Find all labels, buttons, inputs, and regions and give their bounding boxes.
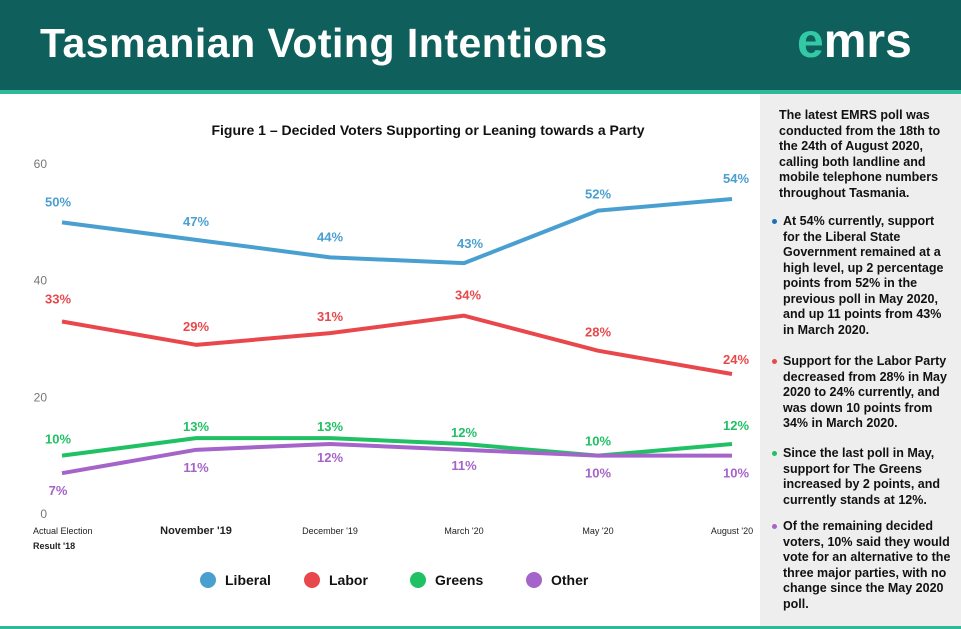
greens-commentary: Since the last poll in May, support for … [772, 446, 954, 508]
x-tick-label: Result '18 [33, 541, 75, 551]
y-tick-label: 0 [40, 507, 47, 521]
data-label: 13% [317, 419, 343, 434]
chart-panel [0, 94, 758, 629]
data-label: 28% [585, 325, 611, 340]
data-label: 11% [183, 460, 209, 475]
bullet-dot [772, 219, 777, 224]
bullet-text: Support for the Labor Party decreased fr… [783, 354, 947, 430]
bullet-dot [772, 451, 777, 456]
y-tick-label: 60 [34, 157, 48, 171]
data-label: 44% [317, 229, 343, 244]
data-label: 10% [585, 434, 611, 449]
data-label: 12% [317, 450, 343, 465]
header-bar [0, 0, 961, 90]
liberal-commentary: At 54% currently, support for the Libera… [772, 214, 954, 338]
legend-label: Greens [435, 572, 483, 588]
data-label: 43% [457, 236, 483, 251]
data-label: 12% [451, 425, 477, 440]
legend-label: Other [551, 572, 589, 588]
commentary-panel: The latest EMRS poll was conducted from … [760, 94, 961, 629]
page-title: Tasmanian Voting Intentions [40, 20, 608, 66]
x-tick-label: August '20 [711, 526, 753, 536]
bullet-text: At 54% currently, support for the Libera… [783, 214, 944, 337]
data-label: 54% [723, 171, 749, 186]
x-tick-label: November '19 [160, 525, 232, 537]
data-label: 11% [451, 458, 477, 473]
x-tick-label: May '20 [582, 526, 613, 536]
legend-label: Liberal [225, 572, 271, 588]
x-tick-label: December '19 [302, 526, 358, 536]
data-label: 33% [45, 292, 71, 307]
data-label: 47% [183, 214, 209, 229]
data-label: 10% [45, 432, 71, 447]
footer-divider [0, 626, 961, 629]
logo-letters-mrs: mrs [823, 15, 912, 68]
data-label: 50% [45, 194, 71, 209]
data-label: 31% [317, 309, 343, 324]
line-chart: Figure 1 – Decided Voters Supporting or … [33, 122, 753, 588]
header-divider [0, 90, 961, 94]
legend-marker [526, 572, 542, 588]
bullet-text: Of the remaining decided voters, 10% sai… [783, 519, 951, 611]
series-line-labor [61, 313, 733, 376]
legend-marker [304, 572, 320, 588]
series-line-liberal [61, 197, 733, 266]
series-line-other [61, 442, 732, 476]
x-tick-label: March '20 [444, 526, 483, 536]
bullet-dot [772, 359, 777, 364]
x-tick-label: Actual Election [33, 526, 93, 536]
data-label: 34% [455, 288, 481, 303]
legend-label: Labor [329, 572, 368, 588]
emrs-logo: emrs [797, 14, 912, 69]
y-tick-label: 40 [34, 274, 48, 288]
legend-marker [200, 572, 216, 588]
data-label: 52% [585, 187, 611, 202]
data-label: 24% [723, 352, 749, 367]
chart-title: Figure 1 – Decided Voters Supporting or … [211, 122, 644, 138]
data-label: 29% [183, 319, 209, 334]
labor-commentary: Support for the Labor Party decreased fr… [772, 354, 954, 432]
poll-summary-text: The latest EMRS poll was conducted from … [779, 108, 941, 200]
data-label: 12% [723, 418, 749, 433]
bullet-dot [772, 524, 777, 529]
data-label: 10% [723, 466, 749, 481]
logo-letter-e: e [797, 15, 824, 68]
legend-marker [410, 572, 426, 588]
other-commentary: Of the remaining decided voters, 10% sai… [772, 519, 954, 612]
bullet-text: Since the last poll in May, support for … [783, 446, 940, 507]
data-label: 7% [49, 483, 68, 498]
data-label: 13% [183, 419, 209, 434]
y-tick-label: 20 [34, 390, 48, 404]
data-label: 10% [585, 466, 611, 481]
